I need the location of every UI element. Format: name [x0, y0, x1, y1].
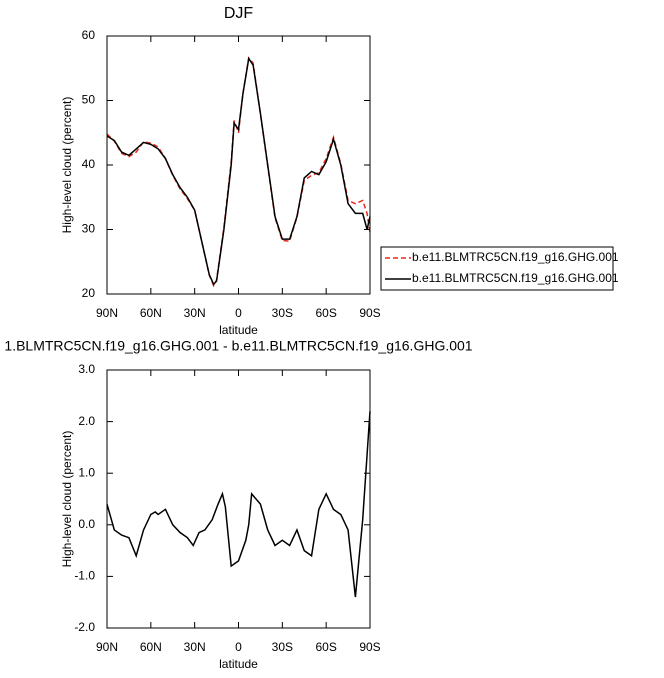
y-tick-label: 2.0: [78, 414, 95, 428]
y-tick-label: 3.0: [78, 362, 95, 376]
y-tick-label: 1.0: [78, 465, 95, 479]
chart-title: DJF: [224, 5, 254, 22]
plot-frame: [106, 369, 371, 629]
x-tick-label: 30S: [272, 640, 293, 654]
plot-frame: [106, 35, 371, 295]
x-tick-label: 0: [235, 306, 242, 320]
x-tick-label: 30S: [272, 306, 293, 320]
x-tick-label: 60S: [315, 306, 336, 320]
legend-label: b.e11.BLMTRC5CN.f19_g16.GHG.001: [412, 250, 619, 264]
y-tick-label: 40: [82, 157, 96, 171]
y-tick-label: 20: [82, 286, 96, 300]
x-tick-label: 90S: [359, 640, 380, 654]
y-tick-label: -2.0: [74, 620, 95, 634]
y-tick-label: 50: [82, 93, 96, 107]
x-tick-label: 30N: [184, 640, 206, 654]
legend-box: [380, 246, 614, 291]
legend: b.e11.BLMTRC5CN.f19_g16.GHG.001 b.e11.BLM…: [380, 246, 619, 291]
data-line: [106, 56, 371, 288]
data-line: [106, 411, 371, 598]
chart-title: 1.BLMTRC5CN.f19_g16.GHG.001 - b.e11.BLMT…: [4, 338, 472, 354]
y-axis-label: High-level cloud (percent): [60, 431, 74, 568]
legend-label: b.e11.BLMTRC5CN.f19_g16.GHG.001: [412, 271, 619, 285]
y-tick-label: 0.0: [78, 517, 95, 531]
y-axis-label: High-level cloud (percent): [60, 97, 74, 234]
x-tick-label: 90S: [359, 306, 380, 320]
x-tick-label: 0: [235, 640, 242, 654]
x-tick-label: 90N: [96, 306, 118, 320]
x-axis-label: latitude: [219, 657, 258, 671]
x-tick-label: 60S: [315, 640, 336, 654]
y-tick-label: 60: [82, 28, 96, 42]
x-tick-label: 90N: [96, 640, 118, 654]
x-axis-label: latitude: [219, 323, 258, 337]
y-tick-label: -1.0: [74, 569, 95, 583]
x-tick-label: 30N: [184, 306, 206, 320]
y-tick-label: 30: [82, 222, 96, 236]
x-tick-label: 60N: [140, 306, 162, 320]
x-tick-label: 60N: [140, 640, 162, 654]
data-line: [106, 56, 371, 286]
